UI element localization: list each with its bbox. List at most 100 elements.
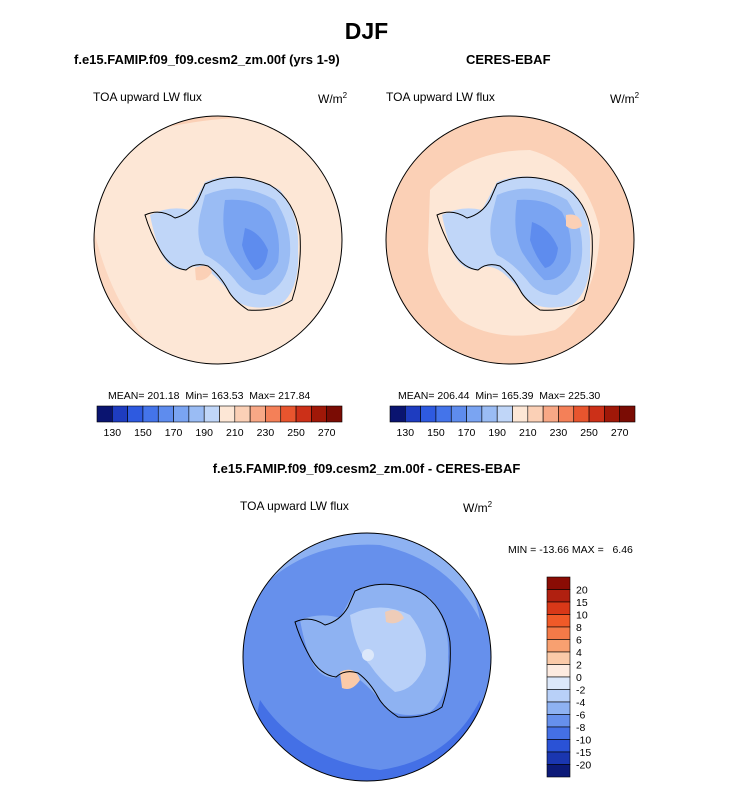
colorbar-2-swatch <box>450 405 467 423</box>
colorbar-1-swatch <box>96 405 113 423</box>
map-3-border <box>242 532 492 782</box>
map-3-pole-spot <box>362 649 374 661</box>
colorbar-1-swatch <box>219 405 236 423</box>
map-1-coastline <box>144 176 301 311</box>
colorbar-3-swatch <box>546 639 571 653</box>
map-3-coastline <box>294 583 451 718</box>
colorbar-1-swatch <box>127 405 144 423</box>
colorbar-1-tick-label: 150 <box>134 427 152 439</box>
colorbar-3-swatch <box>546 576 571 590</box>
colorbar-3-swatch <box>546 764 571 778</box>
colorbar-2-swatch <box>389 405 406 423</box>
colorbar-2-swatch <box>527 405 544 423</box>
map-2-ice-core <box>530 222 558 268</box>
colorbar-3-tick-label: -20 <box>576 760 591 772</box>
map-2 <box>385 115 635 365</box>
colorbar-1-tick-label: 230 <box>257 427 275 439</box>
panel-2-variable: TOA upward LW flux <box>386 90 495 104</box>
colorbar-2-tick-label: 170 <box>458 427 476 439</box>
panel-3-units-base: W/m <box>463 501 488 515</box>
colorbar-2-swatch <box>542 405 559 423</box>
panel-2-stats: MEAN= 206.44 Min= 165.39 Max= 225.30 <box>398 390 601 402</box>
panel-1-variable: TOA upward LW flux <box>93 90 202 104</box>
colorbar-3-swatch <box>546 614 571 628</box>
colorbar-3-tick-label: 4 <box>576 647 582 659</box>
panel-3-stats: MIN = -13.66 MAX = 6.46 <box>508 544 633 556</box>
colorbar-1-swatch <box>326 405 343 423</box>
colorbar-3-tick-label: -8 <box>576 722 585 734</box>
colorbar-1-swatch <box>112 405 128 423</box>
panel-1-units: W/m2 <box>318 91 347 106</box>
panel-2-units-base: W/m <box>610 92 635 106</box>
colorbar-1: 130 150 170 190 210 230 250 270 <box>96 405 343 439</box>
map-2-warm-spot <box>566 214 582 229</box>
colorbar-3-tick-label: 6 <box>576 635 582 647</box>
colorbar-3-tick-label: -15 <box>576 747 591 759</box>
colorbar-2-swatch <box>558 405 575 423</box>
colorbar-3-tick-label: -2 <box>576 685 585 697</box>
panel-1-units-base: W/m <box>318 92 343 106</box>
colorbar-2-swatch <box>405 405 421 423</box>
colorbar-1-swatch <box>280 405 297 423</box>
colorbar-1-tick-label: 250 <box>287 427 305 439</box>
colorbar-2-swatch <box>466 405 483 423</box>
colorbar-1-swatch <box>234 405 251 423</box>
map-3-warm-patch <box>385 610 404 624</box>
colorbar-3-swatch <box>546 676 571 690</box>
colorbar-3-tick-label: 20 <box>576 585 588 597</box>
panel-2-heading: CERES-EBAF <box>466 52 551 67</box>
colorbar-1-swatch <box>311 405 327 423</box>
colorbar-3-tick-label: 8 <box>576 622 582 634</box>
colorbar-1-swatch <box>142 405 159 423</box>
colorbar-2-swatch <box>481 405 498 423</box>
colorbar-3-swatch <box>546 664 571 678</box>
colorbar-1-swatch <box>203 405 220 423</box>
colorbar-3-swatch <box>546 726 571 740</box>
panel-3-heading: f.e15.FAMIP.f09_f09.cesm2_zm.00f - CERES… <box>212 461 521 476</box>
colorbar-2-swatch <box>420 405 437 423</box>
colorbar-2-swatch <box>512 405 529 423</box>
colorbar-1-swatch <box>157 405 174 423</box>
map-1-peninsula-warm <box>195 265 212 281</box>
colorbar-3-tick-label: -6 <box>576 710 585 722</box>
colorbar-1-swatch <box>188 405 205 423</box>
panel-3-variable: TOA upward LW flux <box>240 499 349 513</box>
colorbar-3-tick-label: 10 <box>576 610 588 622</box>
colorbar-2-tick-label: 230 <box>550 427 568 439</box>
colorbar-1-swatch <box>249 405 266 423</box>
colorbar-3-tick-label: 2 <box>576 660 582 672</box>
colorbar-3-swatch <box>546 601 571 615</box>
map-1 <box>93 115 343 365</box>
panel-3-units: W/m2 <box>463 500 492 515</box>
page-title: DJF <box>344 18 389 44</box>
colorbar-3-swatch <box>546 751 571 765</box>
colorbar-2-tick-label: 130 <box>397 427 415 439</box>
colorbar-2-swatch <box>588 405 605 423</box>
colorbar-3-swatch <box>546 651 571 665</box>
map-1-border <box>93 115 343 365</box>
colorbar-3-swatch <box>546 701 571 715</box>
panel-1-stats: MEAN= 201.18 Min= 163.53 Max= 217.84 <box>108 390 311 402</box>
map-3-ice-inner <box>350 607 426 692</box>
colorbar-3-tick-label: 15 <box>576 597 588 609</box>
map-3-ocean-dark-lower <box>243 700 491 781</box>
colorbar-2-swatch <box>435 405 452 423</box>
map-3-ocean-light <box>250 533 480 620</box>
colorbar-2-tick-label: 190 <box>488 427 506 439</box>
colorbar-2: 130 150 170 190 210 230 250 270 <box>389 405 636 439</box>
map-2-border <box>385 115 635 365</box>
colorbar-2-swatch <box>619 405 636 423</box>
colorbar-2-swatch <box>573 405 590 423</box>
colorbar-2-tick-label: 210 <box>519 427 537 439</box>
colorbar-3-swatch <box>546 739 571 753</box>
panel-1-units-exp: 2 <box>342 91 348 100</box>
colorbar-3-swatch <box>546 714 571 728</box>
map-1-ice-core <box>242 228 268 270</box>
colorbar-1-tick-label: 130 <box>104 427 122 439</box>
colorbar-1-tick-label: 170 <box>165 427 183 439</box>
colorbar-2-swatch <box>496 405 513 423</box>
panel-1-heading: f.e15.FAMIP.f09_f09.cesm2_zm.00f (yrs 1-… <box>74 52 340 67</box>
map-3-peninsula-warm <box>340 669 360 689</box>
map-3 <box>242 532 492 782</box>
